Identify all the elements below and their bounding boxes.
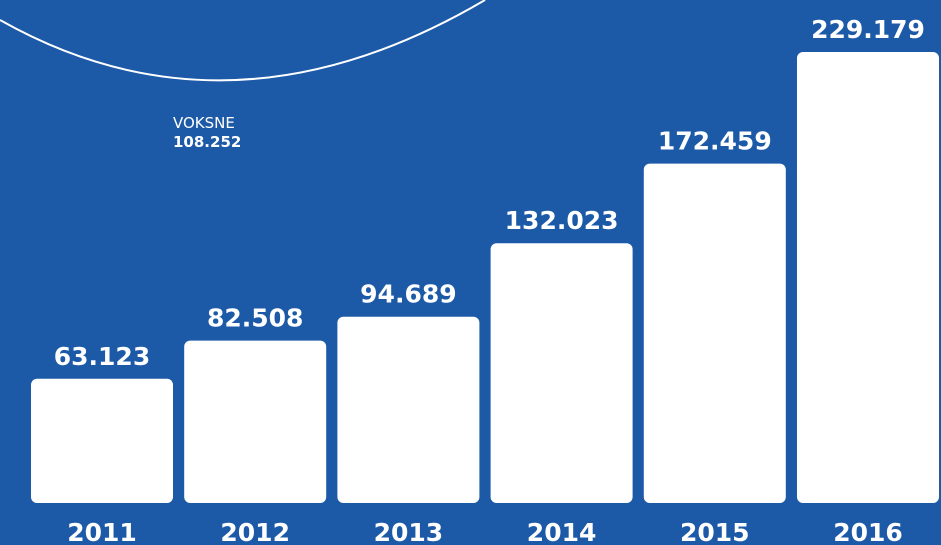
bar-2016 [797, 52, 939, 503]
value-label-2016: 229.179 [811, 15, 925, 44]
bar-2012 [184, 340, 327, 503]
bar-2014 [490, 243, 633, 503]
x-tick-labels-group: 2011 2012 2013 2014 2015 2016 [67, 518, 903, 545]
x-tick-label-2014: 2014 [527, 518, 597, 545]
value-label-2011: 63.123 [54, 342, 150, 371]
value-label-2014: 132.023 [505, 206, 619, 235]
adults-annotation: VOKSNE 108.252 [173, 114, 241, 152]
decorative-arc [0, 0, 486, 82]
bar-2013 [337, 316, 480, 503]
value-label-2012: 82.508 [207, 304, 303, 333]
x-tick-label-2015: 2015 [680, 518, 750, 545]
bars-group [31, 52, 939, 503]
value-labels-group: 63.123 82.508 94.689 132.023 172.459 229.179 [54, 15, 925, 371]
x-tick-label-2016: 2016 [833, 518, 903, 545]
annotation-value: 108.252 [173, 133, 242, 151]
value-label-2015: 172.459 [658, 127, 772, 156]
value-label-2013: 94.689 [360, 280, 456, 309]
bar-2015 [643, 163, 786, 503]
x-tick-label-2011: 2011 [67, 518, 137, 545]
x-tick-label-2013: 2013 [374, 518, 444, 545]
x-tick-label-2012: 2012 [220, 518, 290, 545]
bar-2011 [31, 378, 173, 503]
annotation-label: VOKSNE [173, 114, 235, 132]
